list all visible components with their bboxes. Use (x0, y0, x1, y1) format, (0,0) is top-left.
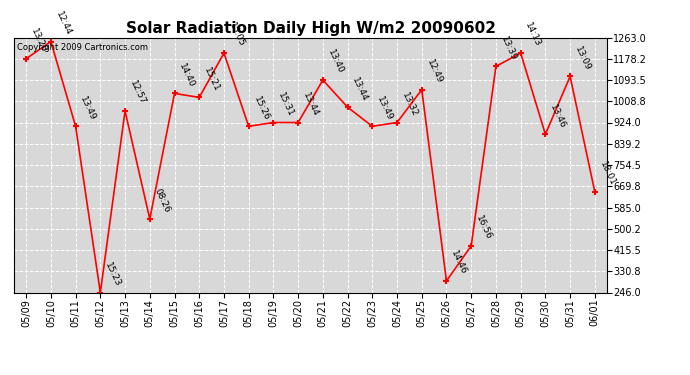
Text: 08:26: 08:26 (152, 188, 172, 214)
Text: 13:40: 13:40 (326, 48, 345, 75)
Text: 13:32: 13:32 (400, 91, 419, 118)
Text: 13:44: 13:44 (351, 76, 370, 103)
Text: 13:46: 13:46 (549, 103, 567, 130)
Text: Copyright 2009 Cartronics.com: Copyright 2009 Cartronics.com (17, 43, 148, 52)
Text: 15:23: 15:23 (104, 261, 122, 288)
Text: 13:09: 13:09 (573, 45, 592, 72)
Title: Solar Radiation Daily High W/m2 20090602: Solar Radiation Daily High W/m2 20090602 (126, 21, 495, 36)
Text: 13:49: 13:49 (375, 94, 394, 122)
Text: 13:39: 13:39 (499, 34, 518, 62)
Text: 13:44: 13:44 (301, 91, 320, 118)
Text: 15:26: 15:26 (252, 94, 270, 122)
Text: 13:49: 13:49 (79, 94, 97, 122)
Text: 12:57: 12:57 (128, 79, 147, 106)
Text: 13:20: 13:20 (29, 27, 48, 54)
Text: 18:01: 18:01 (598, 160, 617, 188)
Text: 16:56: 16:56 (474, 214, 493, 242)
Text: 12:44: 12:44 (54, 10, 72, 37)
Text: 12:49: 12:49 (425, 58, 444, 85)
Text: 15:31: 15:31 (277, 91, 295, 118)
Text: 14:13: 14:13 (524, 21, 542, 48)
Text: 15:05: 15:05 (227, 21, 246, 48)
Text: 14:46: 14:46 (449, 249, 469, 276)
Text: 15:21: 15:21 (202, 66, 221, 93)
Text: 14:40: 14:40 (177, 62, 197, 89)
